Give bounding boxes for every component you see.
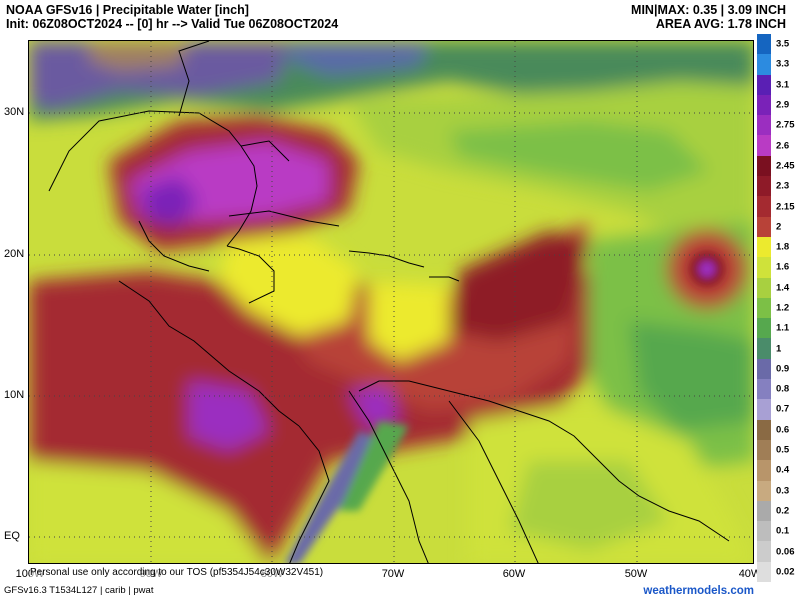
colorbar-label: 2.3 — [776, 180, 790, 192]
colorbar-swatch — [757, 176, 771, 197]
site-link[interactable]: weathermodels.com — [643, 585, 754, 597]
colorbar-swatch — [757, 439, 771, 461]
lon-label-70w: 70W — [381, 568, 405, 580]
colorbar-swatch — [757, 480, 771, 502]
coastlines — [48, 41, 730, 563]
colorbar-swatch — [757, 419, 771, 441]
colorbar-swatch — [757, 318, 771, 339]
colorbar-swatch — [757, 379, 771, 400]
colorbar-swatch — [757, 236, 771, 258]
map-canvas — [29, 41, 753, 563]
colorbar-label: 2.45 — [776, 160, 795, 172]
colorbar-label: 0.5 — [776, 444, 790, 456]
colorbar-swatch — [757, 460, 771, 481]
colorbar-label: 1 — [776, 343, 782, 355]
colorbar-label: 0.06 — [776, 546, 795, 558]
lat-label-30n: 30N — [4, 106, 25, 118]
colorbar-swatch — [757, 338, 771, 360]
lon-label-50w: 50W — [624, 568, 648, 580]
colorbar-label: 2.75 — [776, 119, 795, 131]
colorbar-label: 0.3 — [776, 485, 790, 497]
colorbar-label: 0.9 — [776, 363, 790, 375]
colorbar-swatch — [757, 297, 771, 319]
colorbar-label: 0.2 — [776, 505, 790, 517]
colorbar-label: 0.8 — [776, 383, 790, 395]
min-max-readout: MIN|MAX: 0.35 | 3.09 INCH — [631, 3, 786, 17]
colorbar-label: 0.4 — [776, 464, 790, 476]
colorbar-swatch — [757, 34, 771, 55]
colorbar-swatch — [757, 277, 771, 299]
model-info: GFSv16.3 T1534L127 | carib | pwat — [4, 585, 154, 596]
graticule — [29, 41, 753, 563]
precipitable-water-map — [28, 40, 754, 564]
colorbar-swatch — [757, 257, 771, 279]
colorbar-label: 0.7 — [776, 403, 790, 415]
colorbar-label: 3.5 — [776, 38, 790, 50]
colorbar-label: 1.4 — [776, 282, 790, 294]
colorbar-label: 0.1 — [776, 525, 790, 537]
colorbar-swatch — [757, 155, 771, 177]
colorbar-label: 3.3 — [776, 58, 790, 70]
map-valid-time: Init: 06Z08OCT2024 -- [0] hr --> Valid T… — [6, 17, 339, 31]
area-average-readout: AREA AVG: 1.78 INCH — [655, 17, 786, 31]
colorbar — [757, 34, 771, 583]
lat-label-eq: EQ — [4, 530, 20, 542]
lat-label-10n: 10N — [4, 389, 25, 401]
colorbar-label: 2 — [776, 221, 782, 233]
colorbar-label: 1.1 — [776, 322, 790, 334]
tos-notice: Personal use only according to our TOS (… — [30, 567, 324, 578]
colorbar-swatch — [757, 399, 771, 421]
colorbar-label: 1.8 — [776, 241, 790, 253]
lon-label-40w: 40W — [738, 568, 762, 580]
colorbar-label: 3.1 — [776, 79, 790, 91]
colorbar-swatch — [757, 54, 771, 76]
colorbar-label: 1.6 — [776, 261, 790, 273]
colorbar-swatch — [757, 358, 771, 380]
colorbar-swatch — [757, 541, 771, 563]
colorbar-swatch — [757, 216, 771, 238]
lon-label-60w: 60W — [502, 568, 526, 580]
colorbar-label: 1.2 — [776, 302, 790, 314]
colorbar-label: 2.6 — [776, 140, 790, 152]
lat-label-20n: 20N — [4, 248, 25, 260]
colorbar-swatch — [757, 561, 771, 583]
colorbar-label: 2.9 — [776, 99, 790, 111]
colorbar-swatch — [757, 115, 771, 136]
colorbar-label: 0.6 — [776, 424, 790, 436]
colorbar-swatch — [757, 135, 771, 157]
colorbar-label: 0.02 — [776, 566, 795, 578]
colorbar-swatch — [757, 500, 771, 522]
colorbar-swatch — [757, 74, 771, 96]
colorbar-label: 2.15 — [776, 201, 795, 213]
colorbar-swatch — [757, 521, 771, 542]
colorbar-swatch — [757, 94, 771, 116]
colorbar-swatch — [757, 196, 771, 218]
map-title: NOAA GFSv16 | Precipitable Water [inch] — [6, 3, 249, 17]
